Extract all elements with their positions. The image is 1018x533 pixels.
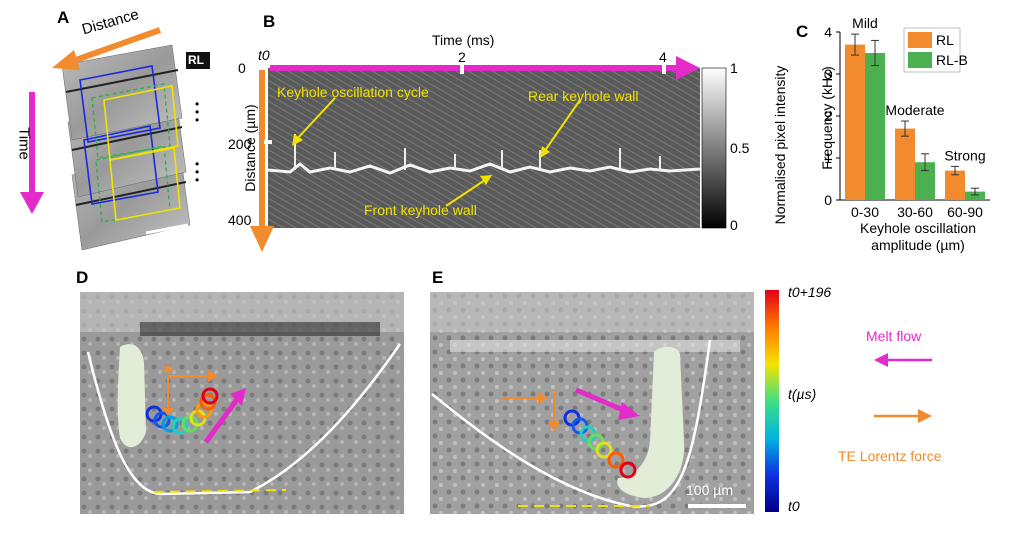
colorbar-b-tick-1: 1 xyxy=(730,60,738,76)
frame-stack xyxy=(61,44,210,251)
trajectory-ring xyxy=(619,461,637,479)
trajectory-ring xyxy=(595,441,613,459)
chart-c-legend-swatch xyxy=(908,52,932,68)
colorbar-b-tick-05: 0.5 xyxy=(730,140,750,156)
legend-lorentz-label: TE Lorentz force xyxy=(838,448,942,464)
frame-dots-1: • • • xyxy=(195,97,200,127)
chart-c-group-label: Strong xyxy=(944,147,985,163)
annotation-rear-wall: Rear keyhole wall xyxy=(528,88,639,104)
trajectory-ring xyxy=(195,401,213,419)
legend-melt-flow-arrow xyxy=(874,353,932,367)
time-colorbar-top: t0+196 xyxy=(788,284,832,300)
time-tick-4: 4 xyxy=(659,49,667,65)
trajectory-ring xyxy=(161,415,179,433)
base-line-d xyxy=(153,489,287,493)
colorbar-b xyxy=(701,67,727,229)
panel-a-figure xyxy=(20,27,210,251)
keyhole-shape-e xyxy=(617,346,685,498)
chart-c-legend-swatch xyxy=(908,32,932,48)
panel-c-chart: 0 1 2 3 4 0-30 Mild 30-60 Moderate 60-90 Strong RL R… xyxy=(824,18,990,220)
distance-tick-400: 400 xyxy=(228,212,252,228)
chart-c-bar xyxy=(895,128,915,200)
panel-b-figure xyxy=(250,56,727,252)
frame-dots-2: • • • xyxy=(195,157,200,187)
chart-c-bar xyxy=(965,191,985,200)
colorbar-b-tick-0: 0 xyxy=(730,217,738,233)
chart-c-bar xyxy=(945,170,965,200)
rl-badge: RL xyxy=(188,53,204,67)
t0-label: t0 xyxy=(258,47,270,63)
chart-c-ytick-label: 0 xyxy=(824,192,832,208)
chart-c-category-label: 0-30 xyxy=(851,204,879,220)
scalebar-label: 100 µm xyxy=(686,482,733,498)
trajectory-rings-e xyxy=(563,409,637,479)
legend-melt-flow-label: Melt flow xyxy=(866,328,922,344)
distance-tick-0: 0 xyxy=(238,60,246,76)
time-tick-2: 2 xyxy=(458,49,466,65)
distance-axis-label: Distance (µm) xyxy=(242,104,258,192)
chart-c-group-label: Moderate xyxy=(885,102,944,118)
chart-c-bar xyxy=(915,162,935,200)
time-colorbar-middle: t(µs) xyxy=(788,386,817,402)
chart-c-category-label: 60-90 xyxy=(947,204,983,220)
chart-c-ytick-label: 2 xyxy=(824,108,832,124)
time-label: Time xyxy=(15,127,33,160)
panel-label-e: E xyxy=(432,268,444,287)
chart-c-bar xyxy=(865,53,885,200)
chart-c-ytick-label: 4 xyxy=(824,24,832,40)
trajectory-ring xyxy=(607,451,625,469)
panel-d-figure xyxy=(80,292,404,514)
time-colorbar xyxy=(765,290,779,512)
panel-e-figure xyxy=(430,292,754,514)
space-time-image xyxy=(268,68,700,228)
chart-c-legend-label: RL-B xyxy=(936,52,968,68)
panel-label-d: D xyxy=(76,268,89,287)
legend-lorentz-arrow xyxy=(874,409,932,423)
panel-label-b: B xyxy=(263,12,276,31)
chart-c-bar xyxy=(845,44,865,200)
colorbar-b-title: Normalised pixel intensity xyxy=(772,65,788,225)
trajectory-ring xyxy=(171,417,189,435)
annotation-front-wall: Front keyhole wall xyxy=(364,202,477,218)
time-axis-label: Time (ms) xyxy=(432,32,495,48)
panel-label-c: C xyxy=(796,22,809,41)
chart-c-ylabel: Frequency (kHz) xyxy=(819,66,835,170)
trajectory-ring xyxy=(201,387,219,405)
trajectory-ring xyxy=(153,411,171,429)
front-wall-trace xyxy=(267,162,701,175)
chart-c-xlabel: Keyhole oscillation amplitude (µm) xyxy=(860,220,976,253)
annotation-cycle: Keyhole oscillation cycle xyxy=(277,84,429,100)
chart-c-category-label: 30-60 xyxy=(897,204,933,220)
distance-tick-200: 200 xyxy=(228,136,252,152)
melt-pool-boundary-d xyxy=(86,343,402,496)
keyhole-shape-d xyxy=(117,344,146,448)
chart-c-legend-label: RL xyxy=(936,32,954,48)
panel-label-a: A xyxy=(57,8,70,27)
chart-c-ytick-label: 1 xyxy=(824,150,832,166)
trajectory-rings-d xyxy=(145,387,219,435)
time-colorbar-bottom: t0 xyxy=(788,498,800,514)
chart-c-group-label: Mild xyxy=(852,18,878,31)
chart-c-ytick-label: 3 xyxy=(824,66,832,82)
